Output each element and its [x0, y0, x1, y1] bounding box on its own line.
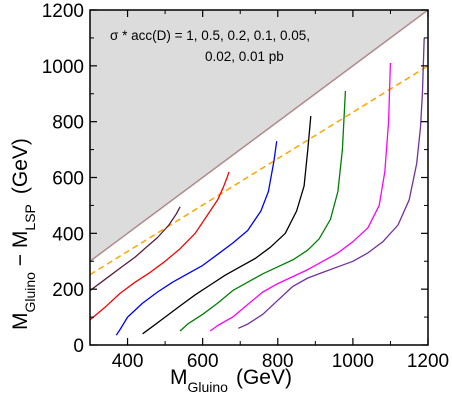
series-layer [90, 37, 425, 336]
y-axis-title: MGluino − MLSP (GeV) [9, 138, 38, 330]
excluded-region-layer [90, 10, 428, 262]
x-axis-title-main: M [170, 366, 188, 389]
y-tick-label-1200: 1200 [42, 1, 84, 22]
x-axis-title: MGluino (GeV) [170, 366, 292, 395]
y-axis-title-sub1: Gluino [22, 272, 38, 313]
y-tick-label-800: 800 [52, 113, 84, 134]
y-tick-label-600: 600 [52, 169, 84, 190]
y-axis-title-unit: (GeV) [9, 138, 32, 194]
x-tick-label-600: 600 [187, 351, 219, 372]
series-line-2 [90, 171, 230, 321]
series-line-4 [142, 116, 312, 335]
axis-ticks: 400 600 800 1000 1200 0 200 400 600 800 1000 1200 [42, 1, 449, 372]
y-tick-label-1000: 1000 [42, 57, 84, 78]
series-line-1 [90, 206, 181, 292]
x-tick-label-400: 400 [112, 351, 144, 372]
y-axis-title-sub2: LSP [22, 204, 38, 230]
y-tick-label-0: 0 [73, 336, 84, 357]
series-line-7 [238, 37, 425, 329]
x-axis-title-unit: (GeV) [236, 366, 292, 389]
x-tick-label-1200: 1200 [407, 351, 449, 372]
reference-line [90, 65, 428, 276]
y-axis-title-m1: M [9, 313, 32, 331]
series-line-3 [115, 141, 278, 336]
series-line-6 [209, 62, 392, 332]
annotation-line-1: σ * acc(D) = 1, 0.5, 0.2, 0.1, 0.05, [110, 28, 310, 43]
y-tick-label-400: 400 [52, 224, 84, 245]
x-axis-title-sub: Gluino [188, 379, 229, 395]
annotation-line-2: 0.02, 0.01 pb [205, 49, 284, 64]
x-tick-label-800: 800 [262, 351, 294, 372]
y-tick-label-200: 200 [52, 280, 84, 301]
annotation: σ * acc(D) = 1, 0.5, 0.2, 0.1, 0.05, 0.0… [110, 28, 310, 64]
reference-line-layer [90, 65, 428, 276]
y-axis-title-dash: − M [9, 231, 32, 272]
series-line-5 [179, 90, 347, 332]
x-tick-label-1000: 1000 [332, 351, 374, 372]
excluded-region-edge [90, 10, 428, 262]
